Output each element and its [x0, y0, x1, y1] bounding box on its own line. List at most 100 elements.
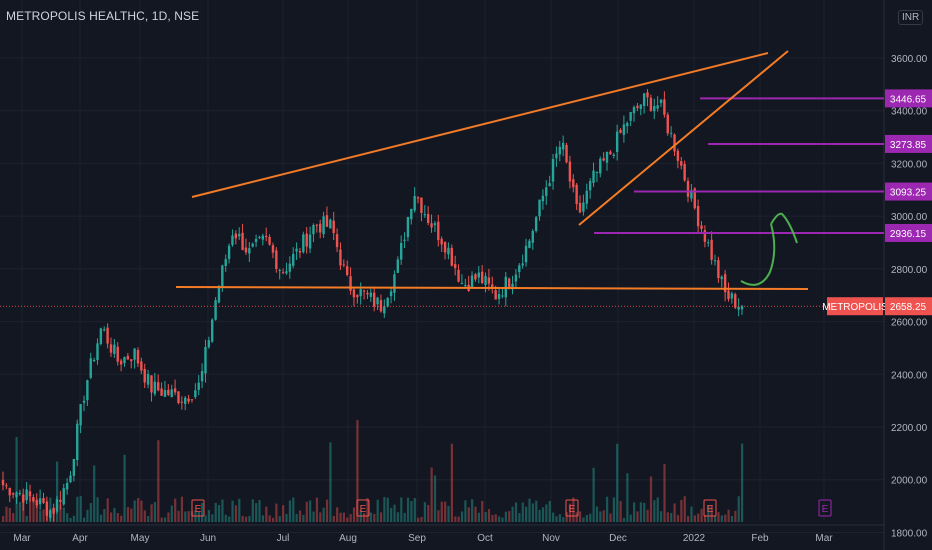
candle-body: [366, 293, 369, 295]
volume-bar: [629, 514, 632, 522]
candle-body: [430, 223, 433, 228]
candle-body: [595, 171, 599, 174]
volume-bar: [2, 516, 5, 522]
volume-bar: [413, 498, 416, 522]
volume-bar: [221, 499, 224, 522]
candle-body: [501, 295, 504, 297]
volume-bar: [248, 515, 251, 522]
x-tick-label: Jul: [277, 533, 290, 544]
candle-body: [720, 276, 723, 280]
candle-body: [187, 398, 190, 402]
candle-body: [113, 344, 116, 354]
volume-bar: [481, 500, 484, 522]
volume-bar: [126, 507, 130, 522]
volume-bar: [460, 511, 464, 522]
volume-bar: [140, 500, 143, 522]
volume-bar: [363, 513, 366, 522]
volume-bar: [707, 505, 710, 522]
candle-body: [470, 275, 474, 289]
candle-body: [565, 144, 568, 163]
volume-bar: [312, 511, 315, 522]
candle-body: [35, 499, 38, 506]
volume-bar: [12, 513, 15, 522]
volume-bar: [66, 513, 69, 522]
candle-body: [302, 234, 305, 253]
candle-body: [180, 401, 184, 403]
candle-body: [561, 142, 565, 150]
candle-body: [271, 245, 275, 253]
volume-bar: [346, 517, 349, 522]
volume-bar: [170, 505, 173, 522]
candle-body: [298, 251, 302, 253]
candle-body: [602, 158, 605, 161]
volume-bar: [136, 498, 140, 522]
volume-bar: [447, 505, 450, 522]
volume-bar: [633, 502, 636, 522]
volume-bar: [69, 517, 72, 522]
volume-bar: [511, 506, 514, 522]
candle-body: [578, 202, 582, 213]
candle-body: [140, 361, 143, 371]
candle-body: [609, 151, 612, 155]
candle-body: [312, 224, 315, 235]
candle-body: [413, 196, 416, 211]
candle-body: [238, 233, 241, 237]
candle-body: [686, 180, 690, 197]
candle-body: [713, 260, 717, 262]
volume-bar: [386, 497, 389, 522]
candle-body: [345, 266, 349, 275]
y-tick-label: 2600.00: [891, 318, 928, 329]
candle-body: [335, 234, 339, 248]
y-tick-label: 2400.00: [891, 370, 928, 381]
candle-body: [737, 306, 740, 310]
volume-bar: [373, 513, 376, 522]
y-tick-label: 1800.00: [891, 528, 928, 539]
candle-body: [157, 382, 160, 391]
volume-bar: [42, 509, 45, 522]
volume-bar: [622, 517, 626, 522]
volume-bar: [177, 510, 180, 522]
volume-bar: [400, 497, 403, 522]
volume-bar: [700, 508, 703, 522]
candle-body: [62, 488, 65, 505]
candle-body: [322, 216, 325, 235]
earnings-marker: [191, 499, 205, 517]
x-tick-label: Nov: [542, 533, 560, 544]
candle-body: [315, 224, 319, 226]
volume-bar: [319, 512, 322, 522]
volume-bar: [649, 476, 653, 522]
volume-bar: [406, 497, 410, 522]
volume-bar: [552, 512, 555, 522]
volume-bar: [329, 442, 332, 522]
volume-bar: [660, 511, 663, 522]
volume-bar: [589, 513, 592, 522]
upper-trendline: [191, 52, 769, 198]
volume-bar: [258, 500, 261, 522]
volume-bar: [639, 502, 642, 522]
volume-bar: [322, 507, 325, 522]
volume-bar: [265, 506, 268, 522]
candle-body: [285, 271, 288, 274]
volume-bar: [491, 515, 494, 522]
volume-bar: [278, 516, 281, 522]
candle-body: [642, 93, 646, 106]
candle-body: [717, 260, 720, 279]
x-tick-label: Aug: [339, 533, 357, 544]
volume-bar: [35, 505, 38, 522]
volume-bar: [309, 500, 312, 522]
candle-body: [484, 275, 487, 285]
x-tick-label: Dec: [609, 533, 627, 544]
volume-bar: [342, 512, 346, 522]
candle-body: [649, 97, 653, 111]
volume-bar: [201, 502, 204, 522]
volume-bar: [626, 473, 629, 522]
candle-body: [119, 360, 123, 365]
candle-body: [305, 233, 308, 247]
volume-bar: [197, 511, 200, 522]
candle-body: [497, 294, 501, 299]
candle-body: [163, 390, 167, 397]
volume-bar: [467, 507, 470, 522]
candle-body: [339, 249, 342, 266]
